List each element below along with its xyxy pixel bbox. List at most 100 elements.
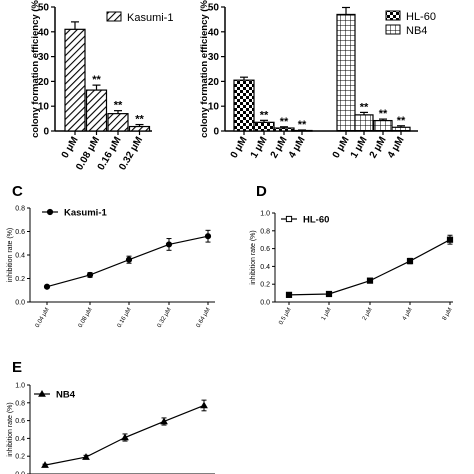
x-tick-label: 0.32 μM (157, 307, 173, 329)
x-tick-label: 1 μM (349, 135, 370, 160)
x-tick-label: 1 μM (321, 307, 333, 322)
y-tick-label: 0.4 (15, 253, 25, 260)
y-tick-label: 0.8 (15, 206, 25, 213)
bar (64, 28, 86, 132)
bar (107, 113, 129, 132)
data-point (86, 271, 94, 279)
data-point (38, 389, 46, 397)
x-tick-label: 2 μM (362, 307, 374, 322)
significance-label: ** (135, 114, 144, 126)
significance-label: ** (260, 109, 269, 121)
legend-swatch (385, 10, 401, 21)
significance-label: ** (360, 101, 369, 113)
data-point (285, 291, 293, 298)
data-point (200, 401, 208, 409)
data-point (82, 453, 90, 460)
significance-label: ** (379, 108, 388, 120)
x-tick-label: 0.04 μM (35, 307, 51, 329)
x-tick-label: 0.08 μM (78, 307, 94, 329)
bar (391, 126, 411, 132)
x-tick-label: 1 μM (249, 135, 270, 160)
significance-label: ** (397, 115, 406, 127)
y-tick-label: 50 (38, 3, 50, 14)
bar (128, 125, 151, 132)
data-point (406, 257, 414, 265)
bar (85, 89, 108, 132)
x-tick-label: 0.16 μM (117, 307, 133, 329)
y-tick-label: 0 (43, 127, 49, 138)
y-axis-title: inhibition rate (%) (250, 230, 257, 284)
x-tick-label: 0 μM (229, 135, 250, 160)
legend-label: HL-60 (406, 11, 436, 23)
data-point (121, 433, 129, 441)
y-tick-label: 0.0 (15, 472, 25, 474)
panel-label-e: E (12, 359, 22, 376)
y-tick-label: 0.0 (260, 300, 270, 307)
x-tick-label: 4 μM (287, 135, 308, 160)
data-point (165, 241, 173, 248)
data-point (125, 256, 133, 263)
y-axis-title: inhibition rate (%) (7, 402, 14, 456)
bar (354, 114, 374, 132)
y-tick-label: 0.6 (260, 246, 270, 253)
y-tick-label: 0.4 (260, 264, 270, 271)
data-point (46, 208, 54, 216)
data-point (160, 417, 168, 425)
x-tick-label: 8 μM (442, 307, 454, 322)
y-tick-label: 0.2 (15, 454, 25, 461)
legend-swatch (106, 11, 122, 22)
panel-d-line-chart: 0.0 0.2 0.4 0.6 0.8 1.0 inhibition rate (%) 0.5… (250, 211, 454, 326)
x-tick-label: 2 μM (368, 135, 389, 160)
data-point (446, 236, 454, 243)
significance-label: ** (92, 74, 101, 86)
data-point (366, 277, 374, 284)
y-tick-label: 0.8 (260, 228, 270, 235)
bar (233, 79, 255, 132)
data-point (41, 461, 49, 468)
legend-label: NB4 (406, 25, 427, 37)
y-tick-label: 40 (38, 27, 50, 38)
panel-label-d: D (256, 183, 267, 200)
y-tick-label: 0.0 (15, 300, 25, 307)
x-tick-label: 0.5 μM (278, 307, 292, 326)
x-tick-label: 0 μM (60, 135, 81, 160)
y-tick-label: 20 (208, 77, 220, 88)
y-tick-label: 30 (208, 52, 220, 63)
y-axis-title: colony formation efficiency (% (199, 0, 210, 138)
x-tick-label: 2 μM (269, 135, 290, 160)
significance-label: ** (298, 119, 307, 131)
series-line (288, 239, 451, 296)
y-tick-label: 0.8 (15, 400, 25, 407)
panel-c-line-chart: 0.0 0.2 0.4 0.6 0.8 inhibition rate (%) 0.04 μ… (7, 206, 215, 329)
x-tick-label: 4 μM (402, 307, 414, 322)
y-tick-label: 10 (38, 102, 50, 113)
y-tick-label: 50 (208, 3, 220, 14)
y-tick-label: 0.6 (15, 418, 25, 425)
y-tick-label: 1.0 (260, 211, 270, 218)
legend-label: Kasumi-1 (127, 12, 173, 24)
data-point (204, 233, 212, 240)
y-tick-label: 40 (208, 27, 220, 38)
legend-label: HL-60 (303, 215, 329, 226)
y-tick-label: 20 (38, 77, 50, 88)
data-point (43, 283, 51, 290)
bar (373, 119, 393, 132)
y-tick-label: 30 (38, 52, 50, 63)
x-tick-label: 0 μM (331, 135, 352, 160)
data-point (285, 215, 293, 223)
significance-label: ** (114, 100, 123, 112)
x-tick-label: 4 μM (386, 135, 407, 160)
y-tick-label: 1.0 (15, 383, 25, 390)
y-axis-title: inhibition rate (%) (7, 228, 14, 282)
y-tick-label: 0.6 (15, 229, 25, 236)
y-axis-title: colony formation efficiency (% (30, 0, 41, 138)
y-tick-label: 0.4 (15, 436, 25, 443)
panel-e-line-chart: 0.0 0.2 0.4 0.6 0.8 1.0 inhibition rate (%) NB4 (7, 383, 215, 474)
legend-label: Kasumi-1 (64, 208, 107, 219)
y-tick-label: 0 (213, 127, 219, 138)
significance-label: ** (280, 116, 289, 128)
legend-label: NB4 (56, 390, 76, 401)
y-tick-label: 0.2 (260, 282, 270, 289)
